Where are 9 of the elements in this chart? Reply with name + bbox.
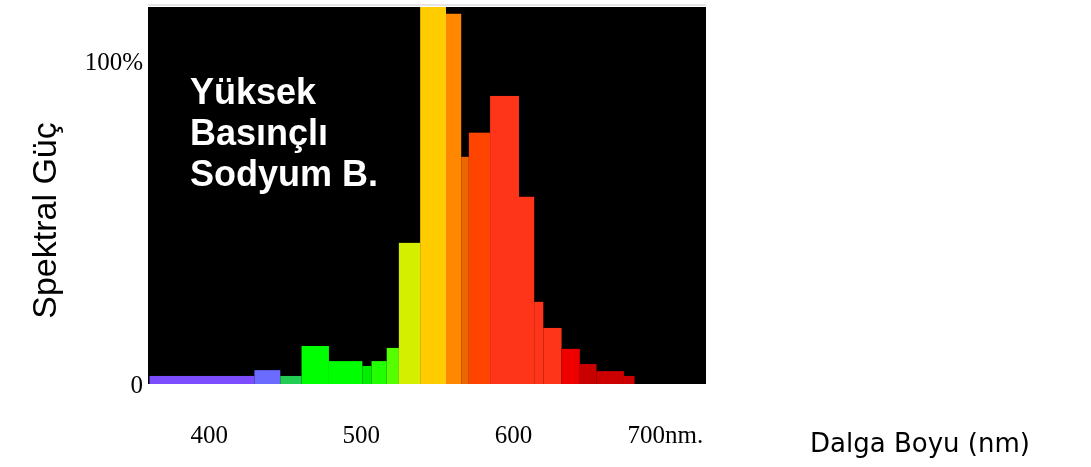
text: Yüksek Basınçlı Sodyum B. [190, 71, 379, 194]
x-tick-label: 400 [190, 420, 229, 448]
y-axis-title: Spektral Güç [25, 122, 63, 319]
y-tick-label: 100% [84, 48, 143, 76]
x-tick-label: 500 [342, 420, 381, 448]
y-tick-label: 0 [130, 370, 143, 398]
x-tick-label: 600 [494, 420, 533, 448]
x-axis-title: Dalga Boyu (nm) [810, 428, 1030, 458]
x-tick-label: 700nm. [627, 420, 704, 448]
